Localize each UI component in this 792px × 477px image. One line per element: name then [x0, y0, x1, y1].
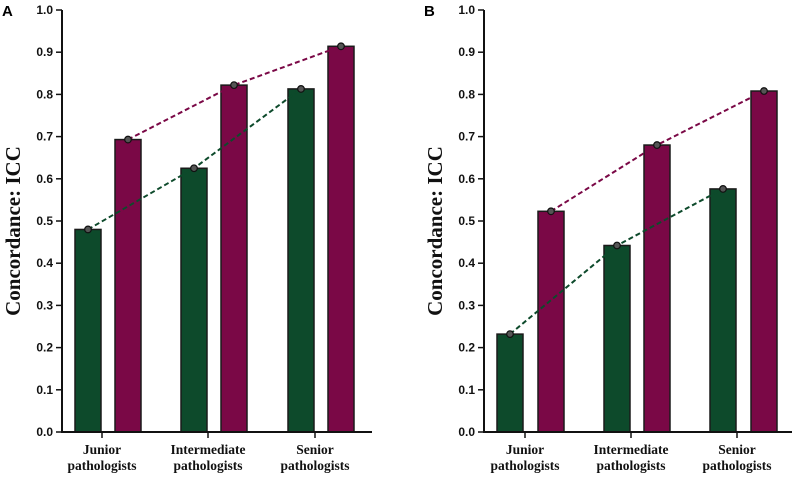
panel-label: B	[424, 3, 435, 20]
y-axis-label: Concordance: ICC	[423, 146, 447, 316]
y-tick-label: 0.8	[36, 87, 53, 101]
y-tick-label: 0.3	[458, 298, 475, 312]
y-tick-label: 0.1	[458, 383, 475, 397]
x-tick-label: pathologists	[67, 458, 136, 473]
x-tick-label: Intermediate	[594, 442, 669, 457]
chart-panel-a: A Concordance: ICC 0.0 0.1 0.2 0.3 0.4 0.5 0.6 0.…	[1, 3, 372, 473]
y-tick-label: 0.0	[458, 425, 475, 439]
y-tick-label: 0.6	[36, 172, 53, 186]
y-tick-label: 0.5	[36, 214, 53, 228]
bar-green	[603, 244, 631, 433]
data-point-purple	[760, 87, 768, 95]
panel-label: A	[2, 3, 13, 20]
data-point-green	[297, 85, 305, 93]
y-tick-label: 0.3	[36, 298, 53, 312]
data-point-green	[719, 185, 727, 193]
y-tick-label: 0.2	[36, 341, 53, 355]
data-point-purple	[337, 42, 345, 51]
y-tick-label: 0.4	[458, 256, 475, 270]
y-tick-label: 1.0	[36, 3, 53, 17]
x-tick-label: Intermediate	[171, 442, 246, 457]
bar-purple	[750, 90, 778, 433]
data-point-green	[190, 164, 198, 173]
bar-purple	[114, 138, 142, 433]
trend-line-purple	[127, 45, 342, 141]
data-point-green	[506, 330, 514, 338]
bar-green	[180, 167, 208, 433]
y-tick-label: 0.7	[36, 130, 53, 144]
y-axis-label: Concordance: ICC	[1, 146, 25, 316]
x-tick-label: Senior	[296, 442, 334, 457]
x-tick-label: Junior	[83, 442, 121, 457]
bar-purple	[327, 45, 355, 433]
y-tick-label: 0.7	[458, 130, 475, 144]
y-tick-label: 0.6	[458, 172, 475, 186]
x-tick-label: pathologists	[596, 458, 665, 473]
data-point-green	[613, 241, 621, 250]
bar-green	[287, 88, 315, 433]
x-tick-label: pathologists	[280, 458, 349, 473]
data-point-purple	[124, 135, 132, 144]
bar-green	[496, 333, 524, 433]
x-tick-label: pathologists	[702, 458, 771, 473]
chart-panel-b: B Concordance: ICC 0.0 0.1 0.2 0.3 0.4 0.5 0.6 0.…	[423, 3, 792, 473]
x-tick-label: Senior	[718, 442, 756, 457]
bar-purple	[537, 210, 565, 433]
bar-green	[709, 188, 737, 433]
bar-purple	[220, 84, 248, 433]
y-tick-label: 0.8	[458, 87, 475, 101]
y-tick-label: 0.1	[36, 383, 53, 397]
x-tick-label: pathologists	[490, 458, 559, 473]
x-tick-label: pathologists	[173, 458, 242, 473]
y-tick-label: 1.0	[458, 3, 475, 17]
x-tick-label: Junior	[506, 442, 544, 457]
bar-purple	[643, 144, 671, 433]
data-point-purple	[547, 207, 555, 216]
y-tick-label: 0.2	[458, 341, 475, 355]
y-tick-label: 0.0	[36, 425, 53, 439]
y-tick-label: 0.4	[36, 256, 53, 270]
y-tick-label: 0.5	[458, 214, 475, 228]
data-point-purple	[653, 141, 661, 149]
y-tick-label: 0.9	[458, 45, 475, 59]
trend-line-purple	[550, 90, 765, 213]
data-point-green	[84, 225, 92, 234]
bar-green	[74, 228, 102, 433]
data-point-purple	[230, 81, 238, 90]
y-tick-label: 0.9	[36, 45, 53, 59]
